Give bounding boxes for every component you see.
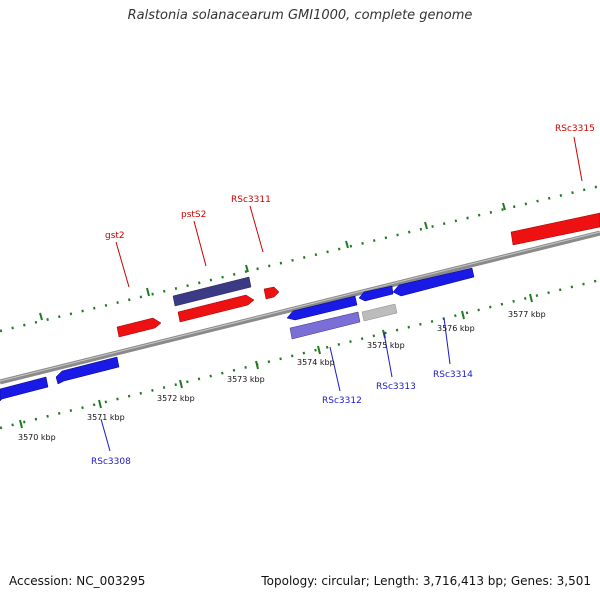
map-title: Ralstonia solanacearum GMI1000, complete… <box>127 8 473 23</box>
upper-major-tick <box>39 312 43 321</box>
gene-dark-block[interactable] <box>172 276 252 307</box>
lower-major-tick <box>98 399 102 409</box>
scale-label-3575: 3575 kbp <box>367 341 405 350</box>
lower-major-tick <box>19 419 23 429</box>
gene-labels: gst2 pstS2 RSc3311 RSc3315 RSc3308 RSc33… <box>91 124 595 467</box>
gene-rsc3315[interactable] <box>510 212 600 246</box>
lower-major-tick <box>317 345 321 355</box>
gene-label-rsc3308: RSc3308 <box>91 457 131 467</box>
upper-major-tick <box>245 264 249 273</box>
lower-major-tick <box>461 310 465 320</box>
scale-label-3576: 3576 kbp <box>437 324 475 333</box>
genome-backbone-highlight <box>0 231 600 382</box>
gene-label-rsc3311: RSc3311 <box>231 195 271 205</box>
gene-rsc3312[interactable] <box>289 311 361 340</box>
leader-psts2 <box>193 220 207 267</box>
scale-labels: 3570 kbp 3571 kbp 3572 kbp 3573 kbp 3574… <box>18 310 546 442</box>
leader-rsc3311 <box>249 205 264 253</box>
gene-label-rsc3313: RSc3313 <box>376 382 416 392</box>
gene-gst2[interactable] <box>116 317 162 338</box>
accession-text: Accession: NC_003295 <box>9 574 146 588</box>
forward-genes <box>116 212 600 338</box>
gene-label-rsc3312: RSc3312 <box>322 396 362 406</box>
upper-major-tick <box>146 287 150 297</box>
upper-major-tick <box>424 221 428 230</box>
lower-major-tick <box>529 293 533 303</box>
label-leaders <box>100 136 583 452</box>
upper-major-tick <box>345 240 349 249</box>
gene-rsc3314[interactable] <box>392 267 475 297</box>
gene-rsc3313[interactable] <box>361 303 398 322</box>
lower-tick-track <box>0 278 600 430</box>
scale-label-3573: 3573 kbp <box>227 375 265 384</box>
gene-label-gst2: gst2 <box>105 231 125 241</box>
scale-label-3577: 3577 kbp <box>508 310 546 319</box>
scale-label-3571: 3571 kbp <box>87 413 125 422</box>
scale-label-3570: 3570 kbp <box>18 433 56 442</box>
leader-gst2 <box>115 241 130 288</box>
scale-label-3572: 3572 kbp <box>157 394 195 403</box>
genome-summary-text: Topology: circular; Length: 3,716,413 bp… <box>261 574 591 588</box>
gene-label-rsc3315: RSc3315 <box>555 124 595 134</box>
leader-rsc3314 <box>443 317 451 365</box>
lower-major-tick <box>255 360 259 370</box>
gene-blue-3574[interactable] <box>286 295 358 321</box>
reverse-genes <box>0 267 475 402</box>
leader-rsc3312 <box>329 346 341 392</box>
lower-major-tick <box>179 379 183 389</box>
gene-rsc3308[interactable] <box>55 356 120 385</box>
lower-tick-dots <box>0 278 600 430</box>
leader-rsc3313 <box>383 332 393 378</box>
gene-blue-3575[interactable] <box>358 285 394 302</box>
genome-backbone <box>0 230 600 385</box>
scale-label-3574: 3574 kbp <box>297 358 335 367</box>
gene-label-psts2: pstS2 <box>181 210 206 220</box>
leader-rsc3315 <box>573 136 583 182</box>
leader-rsc3308 <box>100 418 111 452</box>
gene-left-edge[interactable] <box>0 376 49 402</box>
upper-major-tick <box>502 202 506 211</box>
gene-rsc3311[interactable] <box>263 286 280 300</box>
gene-label-rsc3314: RSc3314 <box>433 370 473 380</box>
upper-tick-track <box>0 184 600 333</box>
gene-psts2[interactable] <box>177 294 255 323</box>
